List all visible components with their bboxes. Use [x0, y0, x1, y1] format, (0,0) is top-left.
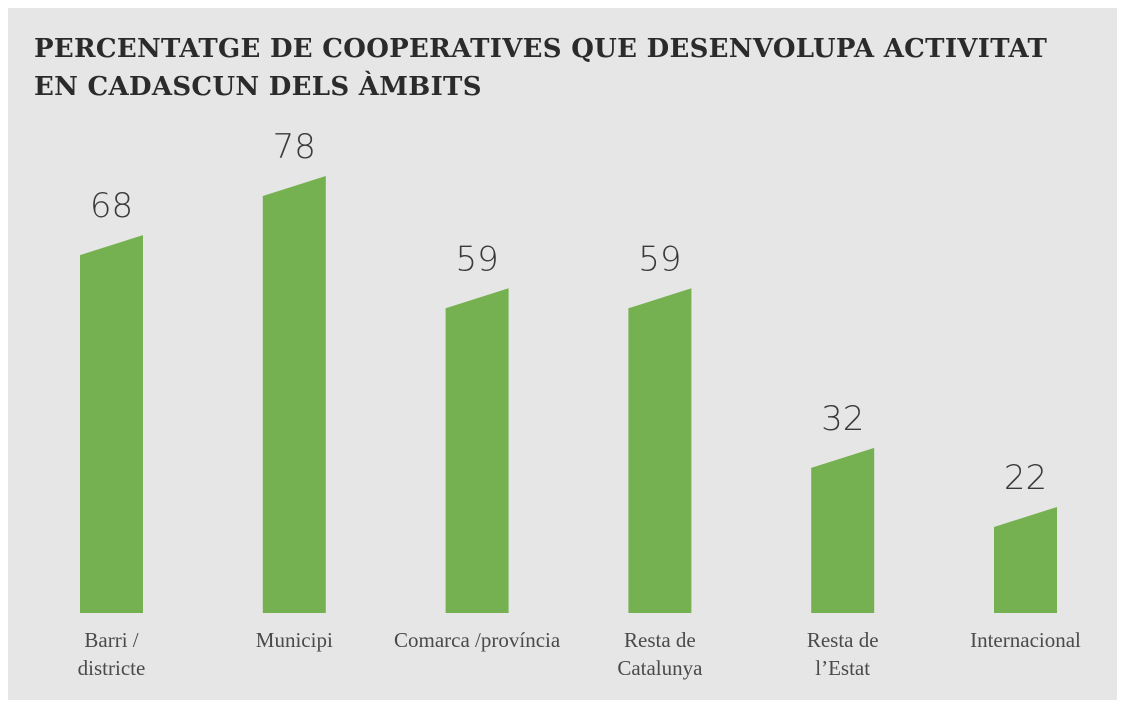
value-label: 59	[638, 239, 681, 279]
bar	[811, 447, 875, 613]
value-label: 78	[273, 127, 316, 167]
x-tick-label: Internacional	[970, 628, 1081, 652]
x-tick-label: Barri / districte	[77, 628, 146, 680]
x-tick-label: Comarca /província	[394, 628, 561, 652]
bar	[994, 506, 1057, 613]
x-tick-label: Resta de l’Estat	[806, 628, 879, 680]
bar	[262, 176, 326, 613]
value-label: 59	[455, 239, 498, 279]
value-label: 68	[90, 186, 133, 226]
bar	[628, 288, 692, 613]
bar	[80, 235, 143, 614]
value-label: 22	[1004, 458, 1047, 498]
x-tick-label: Resta de Catalunya	[617, 628, 703, 680]
chart-title: PERCENTATGE DE COOPERATIVES QUE DESENVOL…	[34, 34, 1048, 102]
bar	[445, 288, 509, 613]
value-label: 32	[821, 399, 864, 439]
x-tick-label: Municipi	[255, 628, 333, 652]
chart-background: PERCENTATGE DE COOPERATIVES QUE DESENVOL…	[8, 8, 1117, 700]
